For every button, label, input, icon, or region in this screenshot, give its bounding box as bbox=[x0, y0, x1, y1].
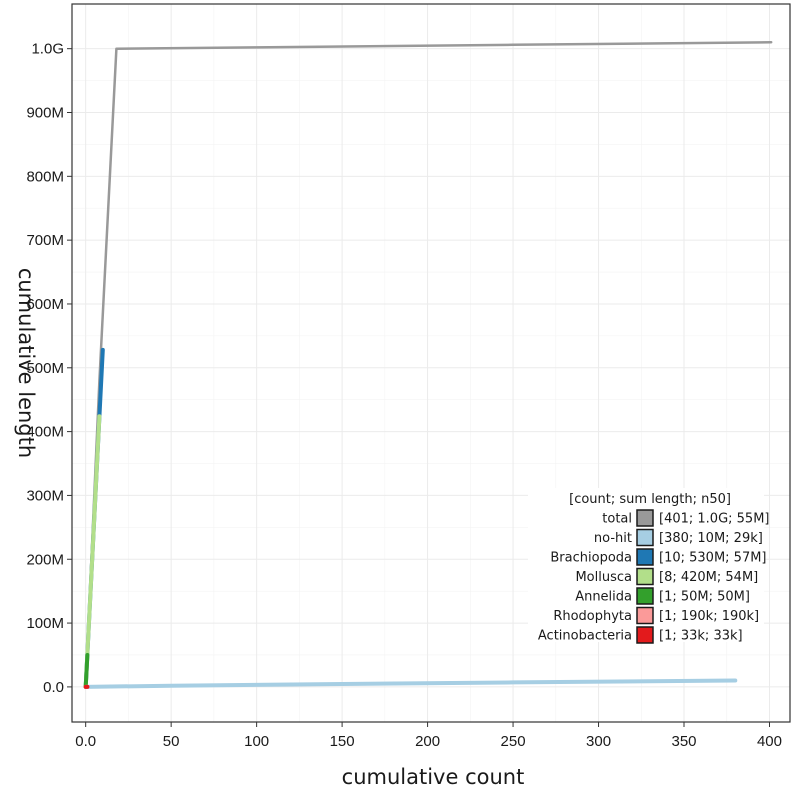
legend-swatch-mollusca bbox=[636, 567, 654, 586]
legend-label-actinobacteria: Actinobacteria bbox=[538, 629, 632, 644]
legend-label-brachiopoda: Brachiopoda bbox=[550, 551, 632, 566]
y-tick-label: 200M bbox=[26, 551, 64, 568]
x-tick-label: 300 bbox=[586, 733, 611, 750]
x-tick-label: 0.0 bbox=[75, 733, 96, 750]
legend-label-no-hit: no-hit bbox=[594, 531, 632, 546]
legend-swatch-no-hit bbox=[636, 528, 654, 547]
y-tick-label: 900M bbox=[26, 104, 64, 121]
x-tick-label: 100 bbox=[244, 733, 269, 750]
legend-label-rhodophyta: Rhodophyta bbox=[553, 609, 632, 624]
x-tick-label: 400 bbox=[757, 733, 782, 750]
x-tick-label: 200 bbox=[415, 733, 440, 750]
series-line-annelida bbox=[83, 653, 90, 689]
plot-frame bbox=[71, 3, 791, 723]
legend: [count; sum length; n50] total [401; 1.0G… bbox=[528, 488, 770, 644]
legend-stats-no-hit: [380; 10M; 29k] bbox=[659, 531, 763, 546]
y-tick-label: 0.0 bbox=[43, 679, 64, 696]
legend-stats-mollusca: [8; 420M; 54M] bbox=[659, 570, 758, 585]
x-axis-title: cumulative count bbox=[342, 765, 525, 788]
legend-stats-annelida: [1; 50M; 50M] bbox=[659, 590, 750, 605]
y-tick-label: 400M bbox=[26, 424, 64, 441]
x-tick-label: 250 bbox=[501, 733, 526, 750]
y-axis-title: cumulative length bbox=[14, 268, 38, 458]
legend-stats-rhodophyta: [1; 190k; 190k] bbox=[659, 609, 759, 624]
legend-stats-brachiopoda: [10; 530M; 57M] bbox=[659, 551, 767, 566]
y-tick-label: 300M bbox=[26, 487, 64, 504]
legend-stats-total: [401; 1.0G; 55M] bbox=[659, 512, 770, 527]
x-tick-label: 350 bbox=[671, 733, 696, 750]
series-line-mollusca bbox=[83, 414, 102, 689]
y-tick-label: 500M bbox=[26, 360, 64, 377]
legend-swatch-total bbox=[636, 509, 654, 527]
series-line-no-hit bbox=[83, 678, 738, 689]
legend-swatch-actinobacteria bbox=[636, 626, 654, 644]
legend-swatch-rhodophyta bbox=[636, 606, 654, 625]
y-tick-label: 100M bbox=[26, 615, 64, 632]
y-axis-ticks: 0.0 100M 200M 300M 400M 500M 600M 700M 800M 900M 1… bbox=[26, 41, 72, 696]
legend-label-mollusca: Mollusca bbox=[575, 570, 632, 585]
legend-label-total: total bbox=[602, 512, 632, 527]
legend-label-annelida: Annelida bbox=[575, 590, 632, 605]
legend-swatch-brachiopoda bbox=[636, 548, 654, 566]
legend-stats-actinobacteria: [1; 33k; 33k] bbox=[659, 629, 743, 644]
legend-title: [count; sum length; n50] bbox=[569, 492, 731, 507]
y-tick-label: 700M bbox=[26, 232, 64, 249]
y-tick-label: 600M bbox=[26, 296, 64, 313]
x-axis-ticks: 0.0 50 100 150 200 250 300 350 400 bbox=[75, 722, 782, 750]
legend-swatch-annelida bbox=[636, 587, 654, 605]
y-tick-label: 1.0G bbox=[31, 41, 64, 58]
x-tick-label: 50 bbox=[163, 733, 180, 750]
x-tick-label: 150 bbox=[330, 733, 355, 750]
y-tick-label: 800M bbox=[26, 168, 64, 185]
series-lines bbox=[83, 41, 773, 689]
